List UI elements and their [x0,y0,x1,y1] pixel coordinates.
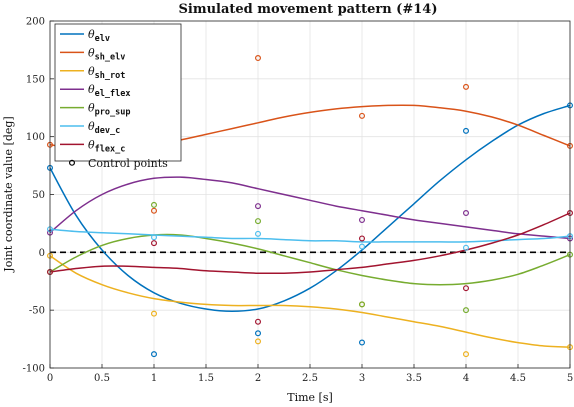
control-point-el-flex [359,216,366,223]
x-axis: 0 0.5 1 1.5 2 2.5 3 3.5 4 4.5 5 [47,364,573,384]
chart-title: Simulated movement pattern (#14) [179,2,438,17]
control-point-elv [359,339,366,346]
control-point-dev-c [255,230,262,237]
x-axis-label: Time [s] [287,391,333,404]
control-point-elv [151,351,158,358]
control-point-sh-rot [463,351,470,358]
series-line-flex-c [49,212,571,275]
control-point-elv [255,330,262,337]
control-point-pro-sup [463,307,470,314]
control-point-sh-rot [255,338,262,345]
legend-entry: θel_flex [88,83,130,99]
legend-control-point-marker [68,159,75,166]
control-point-el-flex [463,210,470,217]
y-tick-label: 50 [32,190,45,201]
control-point-sh-elv [255,55,262,62]
x-tick-label: 3.5 [406,373,422,384]
y-tick-label: 100 [26,132,45,143]
control-point-dev-c [151,234,158,241]
legend-entry: θelv [88,28,110,44]
y-tick-label: 150 [26,74,45,85]
control-point-flex-c [463,285,470,292]
x-tick-label: 4.5 [510,373,526,384]
control-point-pro-sup [255,218,262,225]
legend-entry: θflex_c [88,138,125,154]
legend-entry: θsh_elv [88,46,125,62]
legend: θelv θsh_elv θsh_rot θel_flex θpro_sup θdev_c… [54,23,182,170]
y-axis-label: Joint coordinate value [deg] [2,116,15,272]
control-point-el-flex [255,203,262,210]
series-line-elv [49,104,571,313]
legend-entry: θdev_c [88,120,120,136]
control-point-dev-c [463,244,470,251]
y-tick-label: -100 [23,364,45,375]
x-tick-label: 1 [151,373,157,384]
x-tick-label: 0 [47,373,53,384]
legend-box [54,23,182,162]
series-line-dev-c [49,228,571,243]
control-point-pro-sup [151,201,158,208]
y-tick-label: -50 [29,306,45,317]
control-point-sh-elv [151,207,158,214]
control-point-sh-elv [359,112,366,119]
control-point-dev-c [359,243,366,250]
control-point-flex-c [151,240,158,247]
series-line-sh-rot [49,255,571,348]
legend-entry: θpro_sup [88,102,130,118]
x-tick-label: 3 [359,373,365,384]
control-point-sh-rot [151,310,158,317]
legend-entry-control-points: Control points [88,157,168,170]
control-point-elv [463,127,470,134]
x-tick-label: 2 [255,373,261,384]
y-axis: -100 -50 0 50 100 150 200 [23,17,54,375]
y-tick-label: 200 [26,17,45,28]
x-tick-label: 0.5 [94,373,110,384]
x-tick-label: 1.5 [198,373,214,384]
x-tick-label: 4 [463,373,469,384]
x-tick-label: 5 [567,373,573,384]
control-point-flex-c [255,318,262,325]
x-tick-label: 2.5 [302,373,318,384]
control-point-pro-sup [359,301,366,308]
control-point-sh-elv [463,83,470,90]
y-tick-label: 0 [39,248,45,259]
legend-entry: θsh_rot [88,65,125,81]
series-line-el-flex [49,176,571,240]
control-point-flex-c [359,235,366,242]
series-line-pro-sup [49,233,571,286]
